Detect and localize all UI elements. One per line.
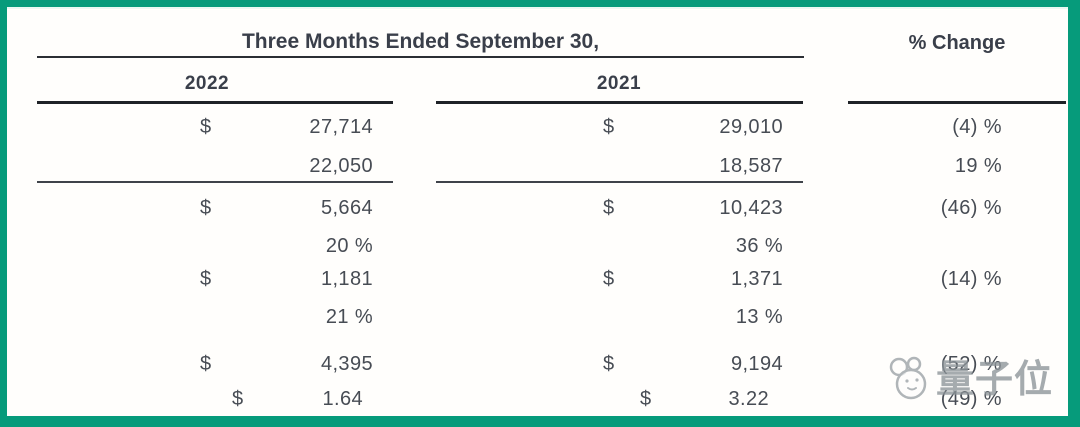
dollar-sign-2021 xyxy=(603,304,629,330)
value-2021: 10,423 xyxy=(719,197,783,219)
value-2021: 36 % xyxy=(735,235,783,257)
dollar-sign-2022 xyxy=(200,233,226,259)
table-row: 22,050 18,587 19 % xyxy=(7,153,1080,179)
dollar-sign-2022: $ xyxy=(200,268,212,290)
table-row: $ 1.64 $ 3.22 (49) % xyxy=(7,386,1080,412)
value-2021: 13 % xyxy=(735,306,783,328)
table-row: $ 4,395 $ 9,194 (52) % xyxy=(7,351,1080,377)
value-2022: 21 % xyxy=(325,306,373,328)
table-row: 21 % 13 % xyxy=(7,304,1080,330)
value-percent-change: (14) % xyxy=(940,268,1002,290)
table-panel: Three Months Ended September 30, % Chang… xyxy=(7,7,1068,416)
value-2022: 27,714 xyxy=(309,116,373,138)
table-row: $ 1,181 $ 1,371 (14) % xyxy=(7,266,1080,292)
dollar-sign-2021: $ xyxy=(640,388,652,410)
table-row: 20 % 36 % xyxy=(7,233,1080,259)
table-row: $ 5,664 $ 10,423 (46) % xyxy=(7,195,1080,221)
column-header-2022: 2022 xyxy=(184,73,230,94)
value-2021: 29,010 xyxy=(719,116,783,138)
value-percent-change: (52) % xyxy=(940,353,1002,375)
dollar-sign-2021: $ xyxy=(603,268,615,290)
rule-under-percent-change xyxy=(848,101,1066,104)
value-percent-change: 19 % xyxy=(954,155,1002,177)
rule-under-2021 xyxy=(436,101,803,104)
percent-change-header: % Change xyxy=(908,32,1006,54)
value-2021: 9,194 xyxy=(730,353,783,375)
dollar-sign-2021 xyxy=(603,233,629,259)
value-percent-change xyxy=(857,304,1002,330)
dollar-sign-2022: $ xyxy=(200,197,212,219)
rule-under-period-header xyxy=(37,56,804,58)
dollar-sign-2021: $ xyxy=(603,353,615,375)
dollar-sign-2022 xyxy=(200,153,226,179)
value-2021: 1,371 xyxy=(730,268,783,290)
period-header: Three Months Ended September 30, xyxy=(241,30,600,53)
table-row: $ 27,714 $ 29,010 (4) % xyxy=(7,114,1080,140)
value-percent-change: (49) % xyxy=(940,388,1002,410)
dollar-sign-2021 xyxy=(603,153,629,179)
dollar-sign-2022: $ xyxy=(200,353,212,375)
dollar-sign-2021: $ xyxy=(603,116,615,138)
value-2022: 5,664 xyxy=(320,197,373,219)
value-2022: 20 % xyxy=(325,235,373,257)
value-2021: 18,587 xyxy=(719,155,783,177)
value-2022: 4,395 xyxy=(320,353,373,375)
value-2022: 22,050 xyxy=(309,155,373,177)
dollar-sign-2022 xyxy=(200,304,226,330)
value-percent-change xyxy=(857,233,1002,259)
value-percent-change: (4) % xyxy=(952,116,1002,138)
value-percent-change: (46) % xyxy=(940,197,1002,219)
rule-separator-2021 xyxy=(436,181,803,183)
rule-under-2022 xyxy=(37,101,393,104)
dollar-sign-2021: $ xyxy=(603,197,615,219)
rule-separator-2022 xyxy=(37,181,393,183)
value-2022: 1,181 xyxy=(320,268,373,290)
dollar-sign-2022: $ xyxy=(232,388,244,410)
column-header-2021: 2021 xyxy=(596,73,642,94)
value-2021: 3.22 xyxy=(728,388,769,410)
value-2022: 1.64 xyxy=(322,388,363,410)
dollar-sign-2022: $ xyxy=(200,116,212,138)
